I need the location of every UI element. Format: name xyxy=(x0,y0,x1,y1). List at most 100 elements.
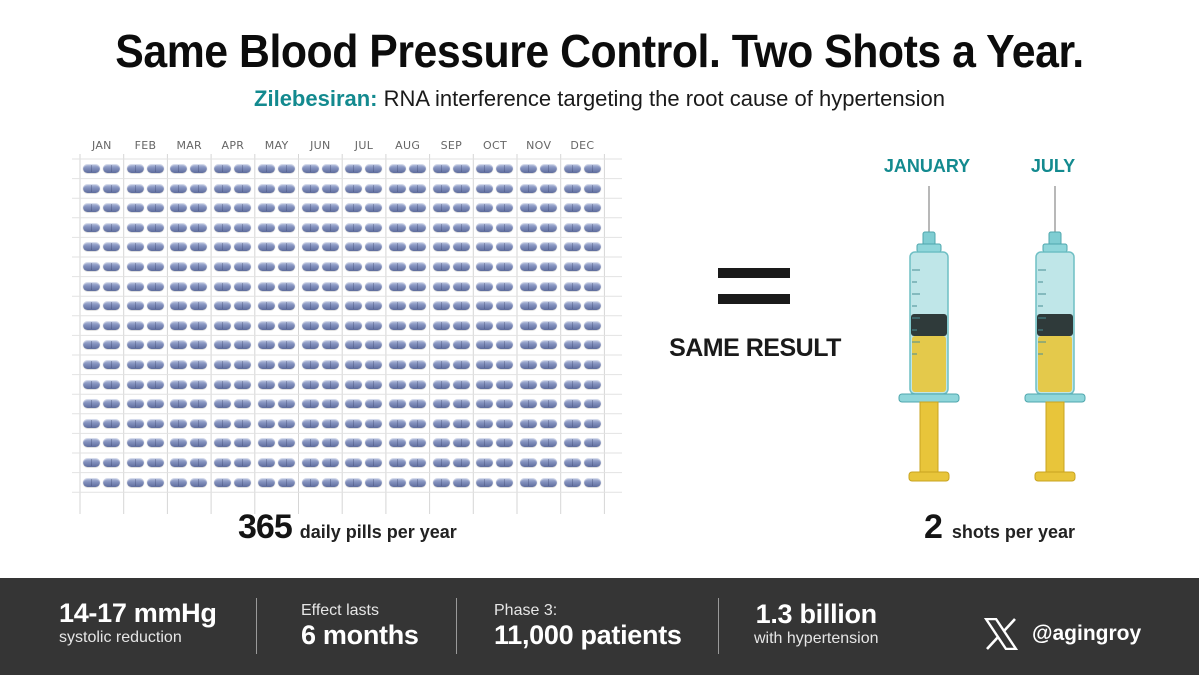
pill-icon xyxy=(476,222,494,232)
pill-icon xyxy=(365,340,383,350)
pill-icon xyxy=(388,281,406,291)
pill-icon xyxy=(301,203,319,213)
pill-icon xyxy=(214,262,232,271)
pill-icon xyxy=(476,183,494,193)
social-handle-text: @agingroy xyxy=(1032,622,1142,645)
pill-icon xyxy=(214,203,232,213)
pill-icon xyxy=(408,203,426,213)
pill-icon xyxy=(126,301,144,311)
pill-icon xyxy=(214,340,232,350)
pill-icon xyxy=(83,360,100,369)
pill-icon xyxy=(170,301,188,311)
pill-icon xyxy=(345,183,363,193)
pill-icon xyxy=(234,477,252,487)
pill-icon xyxy=(432,360,450,369)
month-label: OCT xyxy=(483,139,508,152)
pill-icon xyxy=(520,203,537,213)
pill-icon xyxy=(170,458,188,467)
month-label: APR xyxy=(221,139,245,152)
pill-icon xyxy=(563,164,581,173)
pill-icon xyxy=(540,379,557,389)
pill-icon xyxy=(103,360,120,369)
pill-icon xyxy=(476,458,494,467)
pill-icon xyxy=(83,183,100,193)
pill-icon xyxy=(452,379,470,389)
subtitle-description: RNA interference targeting the root caus… xyxy=(377,86,945,111)
pill-icon xyxy=(190,458,208,467)
pill-icon xyxy=(277,399,295,409)
pill-icon xyxy=(103,477,120,487)
pill-icon xyxy=(103,320,120,330)
pill-icon xyxy=(277,281,295,291)
pill-icon xyxy=(583,203,601,213)
pill-icon xyxy=(234,203,252,213)
pill-icon xyxy=(234,360,252,369)
pill-icon xyxy=(234,164,252,173)
pill-icon xyxy=(408,399,426,409)
pill-icon xyxy=(234,281,252,291)
pill-icon xyxy=(146,458,164,467)
syringe-icon xyxy=(898,186,960,482)
pill-icon xyxy=(126,281,144,291)
pill-icon xyxy=(321,183,339,193)
pill-icon xyxy=(190,301,208,311)
pill-icon xyxy=(321,301,339,311)
pill-icon xyxy=(365,281,383,291)
pill-icon xyxy=(496,340,514,350)
pill-icon xyxy=(432,262,450,271)
pill-icon xyxy=(301,164,319,173)
pill-icon xyxy=(432,320,450,330)
pill-icon xyxy=(365,203,383,213)
stat-duration: Effect lasts 6 months xyxy=(301,602,419,651)
month-label: AUG xyxy=(395,139,421,152)
pill-icon xyxy=(257,164,275,173)
pill-icon xyxy=(452,438,470,448)
pill-icon xyxy=(540,477,557,487)
pill-icon xyxy=(408,438,426,448)
pill-icon xyxy=(388,379,406,389)
page-subtitle: Zilebesiran: RNA interference targeting … xyxy=(0,86,1199,112)
pill-icon xyxy=(476,242,494,252)
month-label: JUN xyxy=(310,139,331,152)
pill-icon xyxy=(321,458,339,467)
pill-icon xyxy=(170,477,188,487)
pill-icon xyxy=(476,418,494,428)
month-label: SEP xyxy=(440,139,463,152)
pill-icon xyxy=(388,438,406,448)
pill-icon xyxy=(126,222,144,232)
pill-icon xyxy=(540,438,557,448)
pill-icon xyxy=(388,301,406,311)
pill-icon xyxy=(520,281,537,291)
pill-icon xyxy=(476,262,494,271)
pill-icon xyxy=(496,360,514,369)
pill-icon xyxy=(126,262,144,271)
stat-label: Phase 3: xyxy=(494,602,558,619)
stat-label: systolic reduction xyxy=(59,629,182,646)
pill-icon xyxy=(583,360,601,369)
pill-icon xyxy=(540,340,557,350)
pill-icon xyxy=(345,379,363,389)
pill-icon xyxy=(103,164,120,173)
shot-label-january: JANUARY xyxy=(883,156,971,176)
pill-icon xyxy=(452,203,470,213)
pill-icon xyxy=(388,418,406,428)
pill-icon xyxy=(540,281,557,291)
pill-icon xyxy=(388,262,406,271)
social-handle[interactable]: @agingroy xyxy=(984,618,1141,650)
pill-icon xyxy=(214,281,232,291)
pill-icon xyxy=(170,164,188,173)
pill-icon xyxy=(563,281,581,291)
pill-icon xyxy=(277,242,295,252)
pill-icon xyxy=(452,477,470,487)
pill-icon xyxy=(301,242,319,252)
pill-icon xyxy=(540,320,557,330)
pill-icon xyxy=(257,379,275,389)
pill-icon xyxy=(214,242,232,252)
pill-icon xyxy=(452,340,470,350)
pill-icon xyxy=(83,379,100,389)
pill-icon xyxy=(496,203,514,213)
pill-icon xyxy=(321,379,339,389)
pill-icon xyxy=(190,418,208,428)
pill-icon xyxy=(83,458,100,467)
pill-icon xyxy=(257,399,275,409)
